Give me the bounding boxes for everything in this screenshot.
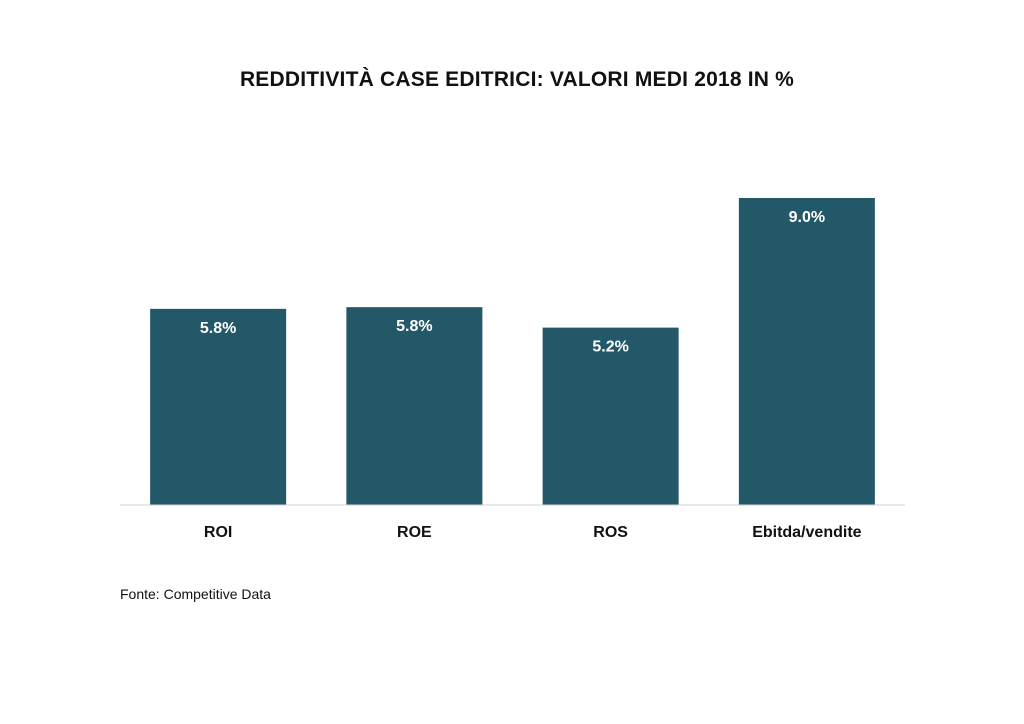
- category-label: ROE: [397, 524, 432, 541]
- category-label: Ebitda/vendite: [752, 524, 861, 541]
- bar-roi: [150, 308, 287, 505]
- bar-ebitda-vendite: [738, 198, 875, 505]
- category-label: ROI: [204, 524, 232, 541]
- bar-roe: [346, 307, 483, 505]
- bar-value-label: 5.8%: [396, 318, 432, 335]
- category-label: ROS: [593, 524, 628, 541]
- bar-value-label: 5.2%: [592, 339, 628, 356]
- bar-value-label: 5.8%: [200, 320, 236, 337]
- bar-value-label: 9.0%: [789, 209, 825, 226]
- bar-ros: [542, 327, 679, 505]
- source-note: Fonte: Competitive Data: [120, 586, 271, 602]
- chart-title: REDDITIVITÀ CASE EDITRICI: VALORI MEDI 2…: [239, 68, 795, 91]
